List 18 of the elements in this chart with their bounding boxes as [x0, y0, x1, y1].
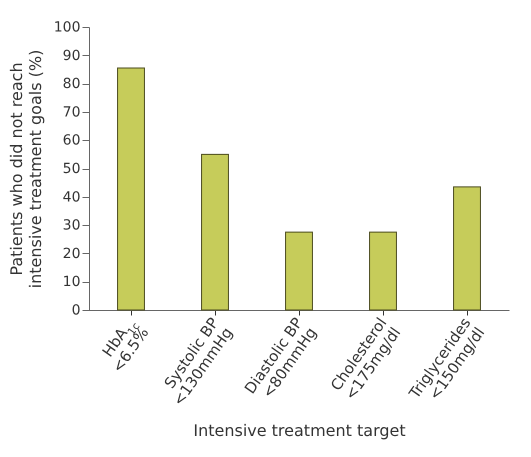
y-tick-label: 60: [62, 132, 80, 149]
y-tick-label: 30: [62, 218, 80, 234]
y-tick-label: 50: [62, 161, 80, 177]
bar: [453, 186, 481, 310]
y-tick-label: 70: [62, 104, 80, 120]
bar: [117, 68, 145, 310]
y-tick-label: 90: [62, 48, 80, 64]
y-axis-title: Patients who did not reach intensive treatment goals (%): [6, 50, 45, 288]
x-axis-title: Intensive treatment target: [193, 421, 406, 440]
y-tick-label: 100: [54, 20, 80, 36]
y-tick-label: 80: [62, 76, 80, 92]
bar: [369, 232, 397, 310]
y-tick-label: 10: [62, 274, 80, 290]
bar: [285, 232, 313, 310]
bar: [201, 154, 229, 310]
y-tick-label: 20: [62, 246, 80, 262]
y-tick-label: 40: [62, 189, 80, 206]
y-tick-label: 0: [72, 302, 80, 318]
